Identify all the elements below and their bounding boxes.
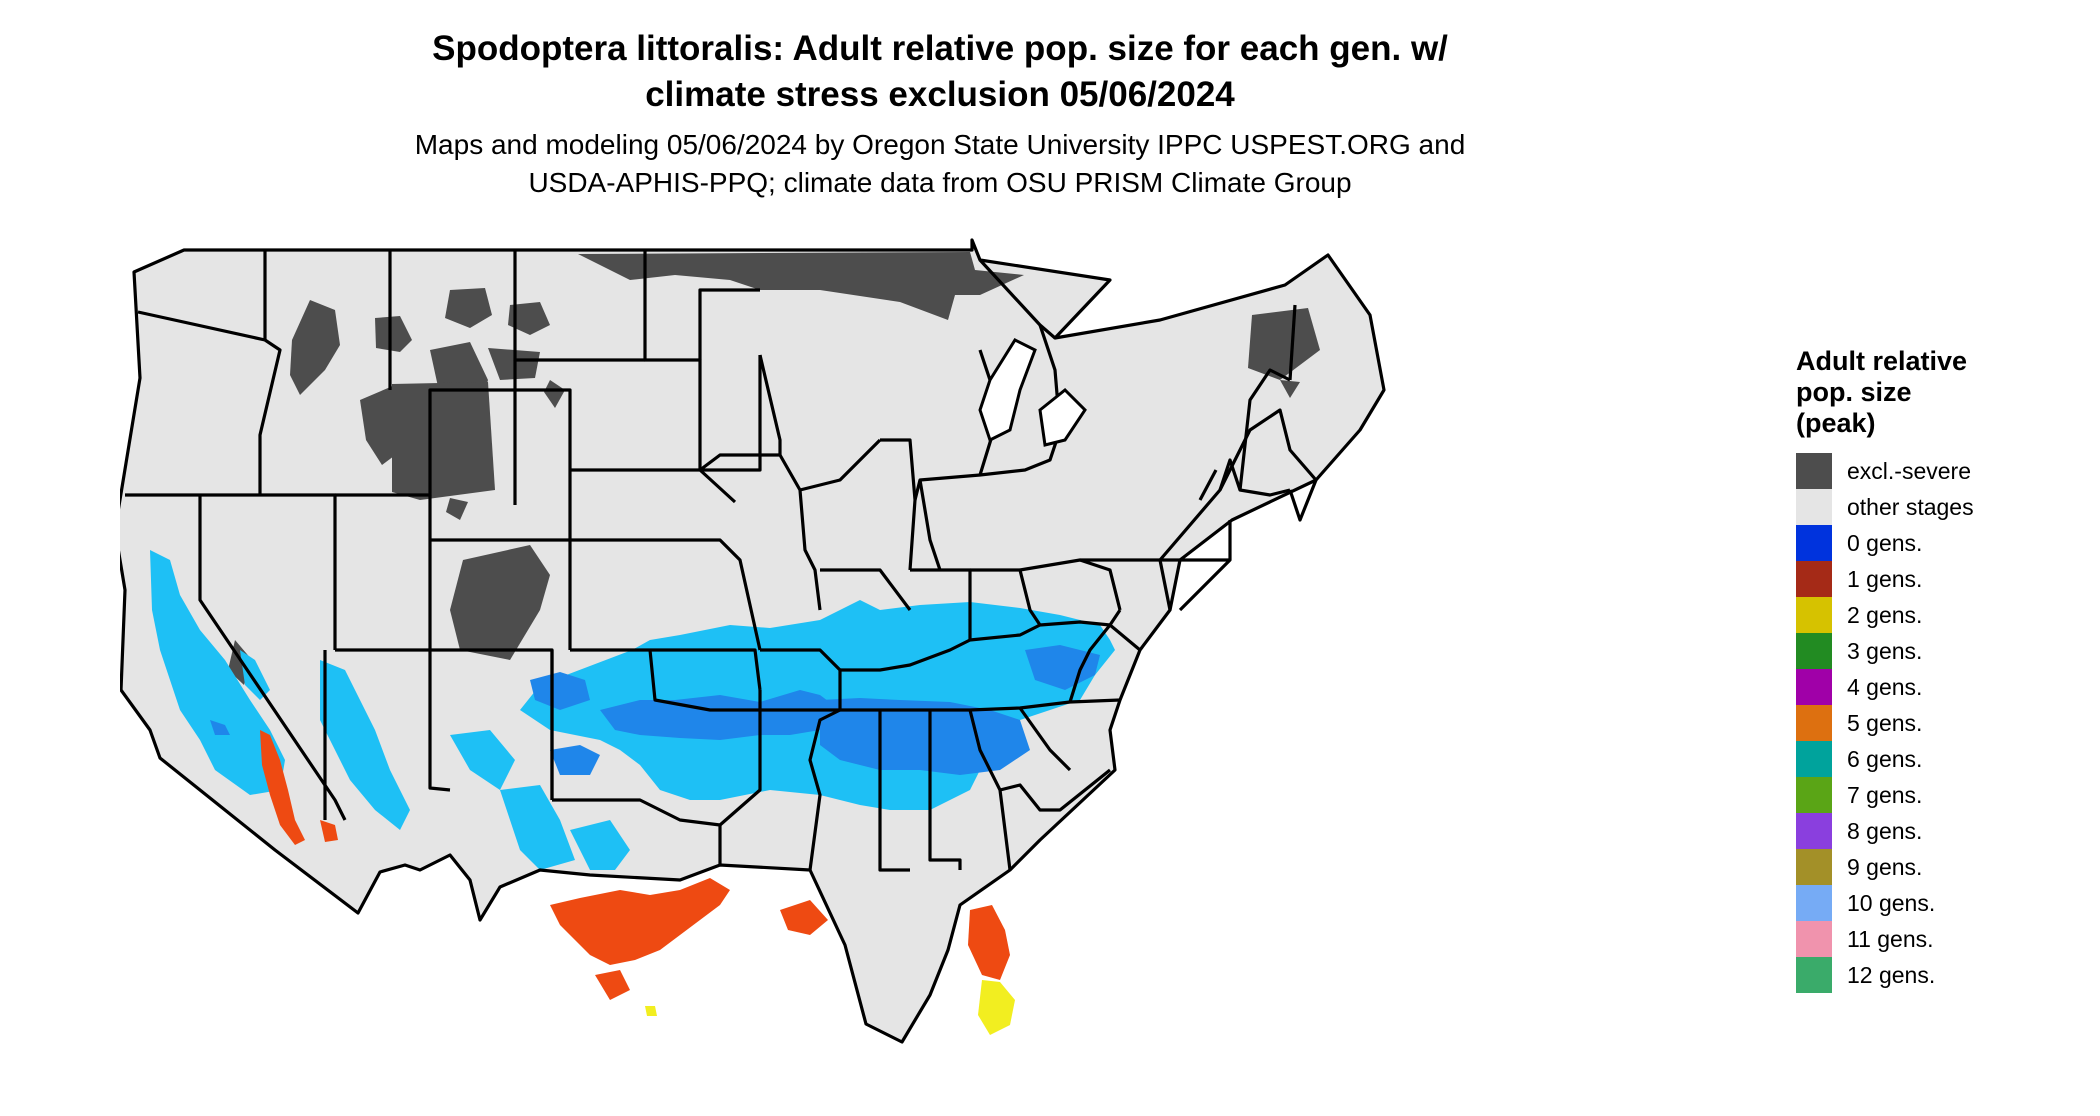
legend-label: 2 gens.: [1847, 601, 1923, 628]
map-subtitle: Maps and modeling 05/06/2024 by Oregon S…: [0, 126, 1880, 202]
legend-item: 11 gens.: [1796, 921, 2086, 957]
legend-label: other stages: [1847, 493, 1974, 520]
legend-label: 1 gens.: [1847, 565, 1923, 592]
map-title: Spodoptera littoralis: Adult relative po…: [0, 26, 1880, 118]
legend-item: excl.-severe: [1796, 453, 2086, 489]
orange-red-region: [260, 730, 1010, 1000]
legend: Adult relative pop. size (peak) excl.-se…: [1796, 346, 2086, 993]
legend-item: 3 gens.: [1796, 633, 2086, 669]
legend-swatch: [1796, 705, 1832, 741]
legend-label: 9 gens.: [1847, 853, 1923, 880]
legend-title-line-2: pop. size: [1796, 377, 1912, 407]
legend-item: 6 gens.: [1796, 741, 2086, 777]
legend-label: 11 gens.: [1847, 925, 1934, 952]
state-borders: [120, 238, 1386, 1044]
legend-item: 9 gens.: [1796, 849, 2086, 885]
legend-label: 0 gens.: [1847, 529, 1923, 556]
map-title-line-1: Spodoptera littoralis: Adult relative po…: [432, 29, 1448, 68]
legend-swatch: [1796, 633, 1832, 669]
legend-item: 7 gens.: [1796, 777, 2086, 813]
legend-label: 7 gens.: [1847, 781, 1923, 808]
legend-label: 8 gens.: [1847, 817, 1923, 844]
legend-label: 4 gens.: [1847, 673, 1923, 700]
legend-item: 1 gens.: [1796, 561, 2086, 597]
map-subtitle-line-1: Maps and modeling 05/06/2024 by Oregon S…: [414, 129, 1466, 160]
legend-swatch: [1796, 597, 1832, 633]
legend-title-line-3: (peak): [1796, 408, 1876, 438]
us-generations-map: [120, 238, 1386, 1044]
legend-label: excl.-severe: [1847, 457, 1971, 484]
legend-swatch: [1796, 813, 1832, 849]
legend-label: 6 gens.: [1847, 745, 1923, 772]
legend-item: 0 gens.: [1796, 525, 2086, 561]
legend-label: 3 gens.: [1847, 637, 1923, 664]
legend-swatch: [1796, 561, 1832, 597]
legend-swatch: [1796, 453, 1832, 489]
legend-title-line-1: Adult relative: [1796, 346, 1968, 376]
legend-swatch: [1796, 885, 1832, 921]
legend-label: 12 gens.: [1847, 961, 1936, 988]
legend-item: 12 gens.: [1796, 957, 2086, 993]
excluded-severe-regions: [228, 252, 1320, 685]
legend-swatch: [1796, 921, 1832, 957]
legend-items: excl.-severe other stages 0 gens. 1 gens. 2 …: [1796, 453, 2086, 993]
legend-swatch: [1796, 741, 1832, 777]
legend-swatch: [1796, 525, 1832, 561]
map-subtitle-line-2: USDA-APHIS-PPQ; climate data from OSU PR…: [528, 167, 1352, 198]
legend-label: 10 gens.: [1847, 889, 1936, 916]
map-title-line-2: climate stress exclusion 05/06/2024: [645, 75, 1235, 114]
legend-item: 10 gens.: [1796, 885, 2086, 921]
legend-label: 5 gens.: [1847, 709, 1923, 736]
legend-swatch: [1796, 669, 1832, 705]
legend-swatch: [1796, 957, 1832, 993]
legend-swatch: [1796, 489, 1832, 525]
legend-item: 4 gens.: [1796, 669, 2086, 705]
legend-swatch: [1796, 849, 1832, 885]
legend-item: 8 gens.: [1796, 813, 2086, 849]
legend-item: 5 gens.: [1796, 705, 2086, 741]
legend-item: other stages: [1796, 489, 2086, 525]
legend-item: 2 gens.: [1796, 597, 2086, 633]
yellow-region: [645, 980, 1015, 1035]
legend-swatch: [1796, 777, 1832, 813]
great-lakes: [978, 338, 1087, 447]
legend-title: Adult relative pop. size (peak): [1796, 346, 2086, 439]
